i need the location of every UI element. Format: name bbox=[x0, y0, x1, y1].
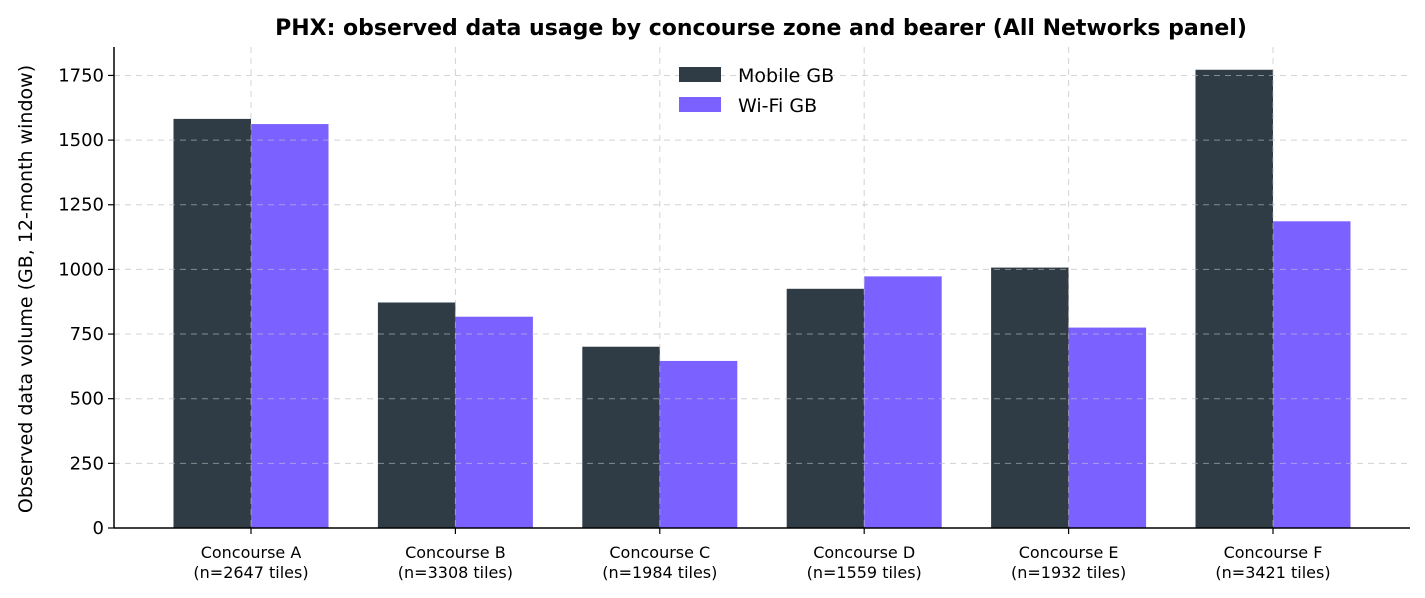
bars bbox=[114, 47, 1410, 529]
x-tick-sublabel: (n=3308 tiles) bbox=[398, 563, 513, 582]
bar-wi-fi-gb-6 bbox=[1273, 221, 1351, 528]
bar-mobile-gb-1 bbox=[173, 118, 251, 529]
legend-swatch bbox=[679, 67, 721, 82]
bar-wi-fi-gb-3 bbox=[659, 360, 738, 528]
legend-swatch bbox=[679, 97, 721, 112]
y-tick-label: 0 bbox=[93, 518, 104, 539]
x-tick-sublabel: (n=2647 tiles) bbox=[193, 563, 308, 582]
y-tick-label: 1500 bbox=[58, 130, 104, 151]
y-tick-label: 750 bbox=[70, 324, 104, 345]
chart-title: PHX: observed data usage by concourse zo… bbox=[275, 16, 1247, 41]
legend: Mobile GB Wi-Fi GB bbox=[679, 65, 834, 117]
x-tick-label: Concourse B bbox=[405, 543, 506, 562]
bar-mobile-gb-6 bbox=[1195, 69, 1273, 528]
y-tick-label: 1750 bbox=[58, 65, 104, 86]
x-tick-label: Concourse A bbox=[201, 543, 302, 562]
bar-mobile-gb-5 bbox=[991, 267, 1069, 528]
bar-wi-fi-gb-1 bbox=[251, 124, 329, 528]
x-tick-label: Concourse F bbox=[1224, 543, 1323, 562]
x-tick-label: Concourse E bbox=[1019, 543, 1119, 562]
legend-label: Wi-Fi GB bbox=[738, 95, 817, 117]
x-ticks: Concourse A(n=2647 tiles)Concourse B(n=3… bbox=[193, 528, 1331, 582]
x-tick-label: Concourse D bbox=[813, 543, 915, 562]
y-tick-label: 500 bbox=[70, 389, 104, 410]
x-tick-sublabel: (n=1559 tiles) bbox=[807, 563, 922, 582]
bar-wi-fi-gb-4 bbox=[864, 276, 942, 528]
x-tick-label: Concourse C bbox=[609, 543, 710, 562]
bar-mobile-gb-3 bbox=[582, 346, 660, 528]
y-axis-label: Observed data volume (GB, 12-month windo… bbox=[15, 65, 37, 513]
bar-mobile-gb-2 bbox=[377, 302, 456, 528]
bar-wi-fi-gb-2 bbox=[455, 316, 533, 528]
axes bbox=[113, 47, 1410, 529]
bar-wi-fi-gb-5 bbox=[1068, 327, 1147, 528]
x-tick-sublabel: (n=3421 tiles) bbox=[1215, 563, 1330, 582]
y-ticks: 0 250 500 750 1000 1250 1500 1750 bbox=[58, 65, 114, 539]
legend-label: Mobile GB bbox=[738, 65, 834, 87]
bar-mobile-gb-4 bbox=[786, 288, 865, 528]
y-tick-label: 250 bbox=[70, 453, 104, 474]
y-tick-label: 1000 bbox=[58, 259, 104, 280]
x-tick-sublabel: (n=1932 tiles) bbox=[1011, 563, 1126, 582]
x-tick-sublabel: (n=1984 tiles) bbox=[602, 563, 717, 582]
y-tick-label: 1250 bbox=[58, 195, 104, 216]
